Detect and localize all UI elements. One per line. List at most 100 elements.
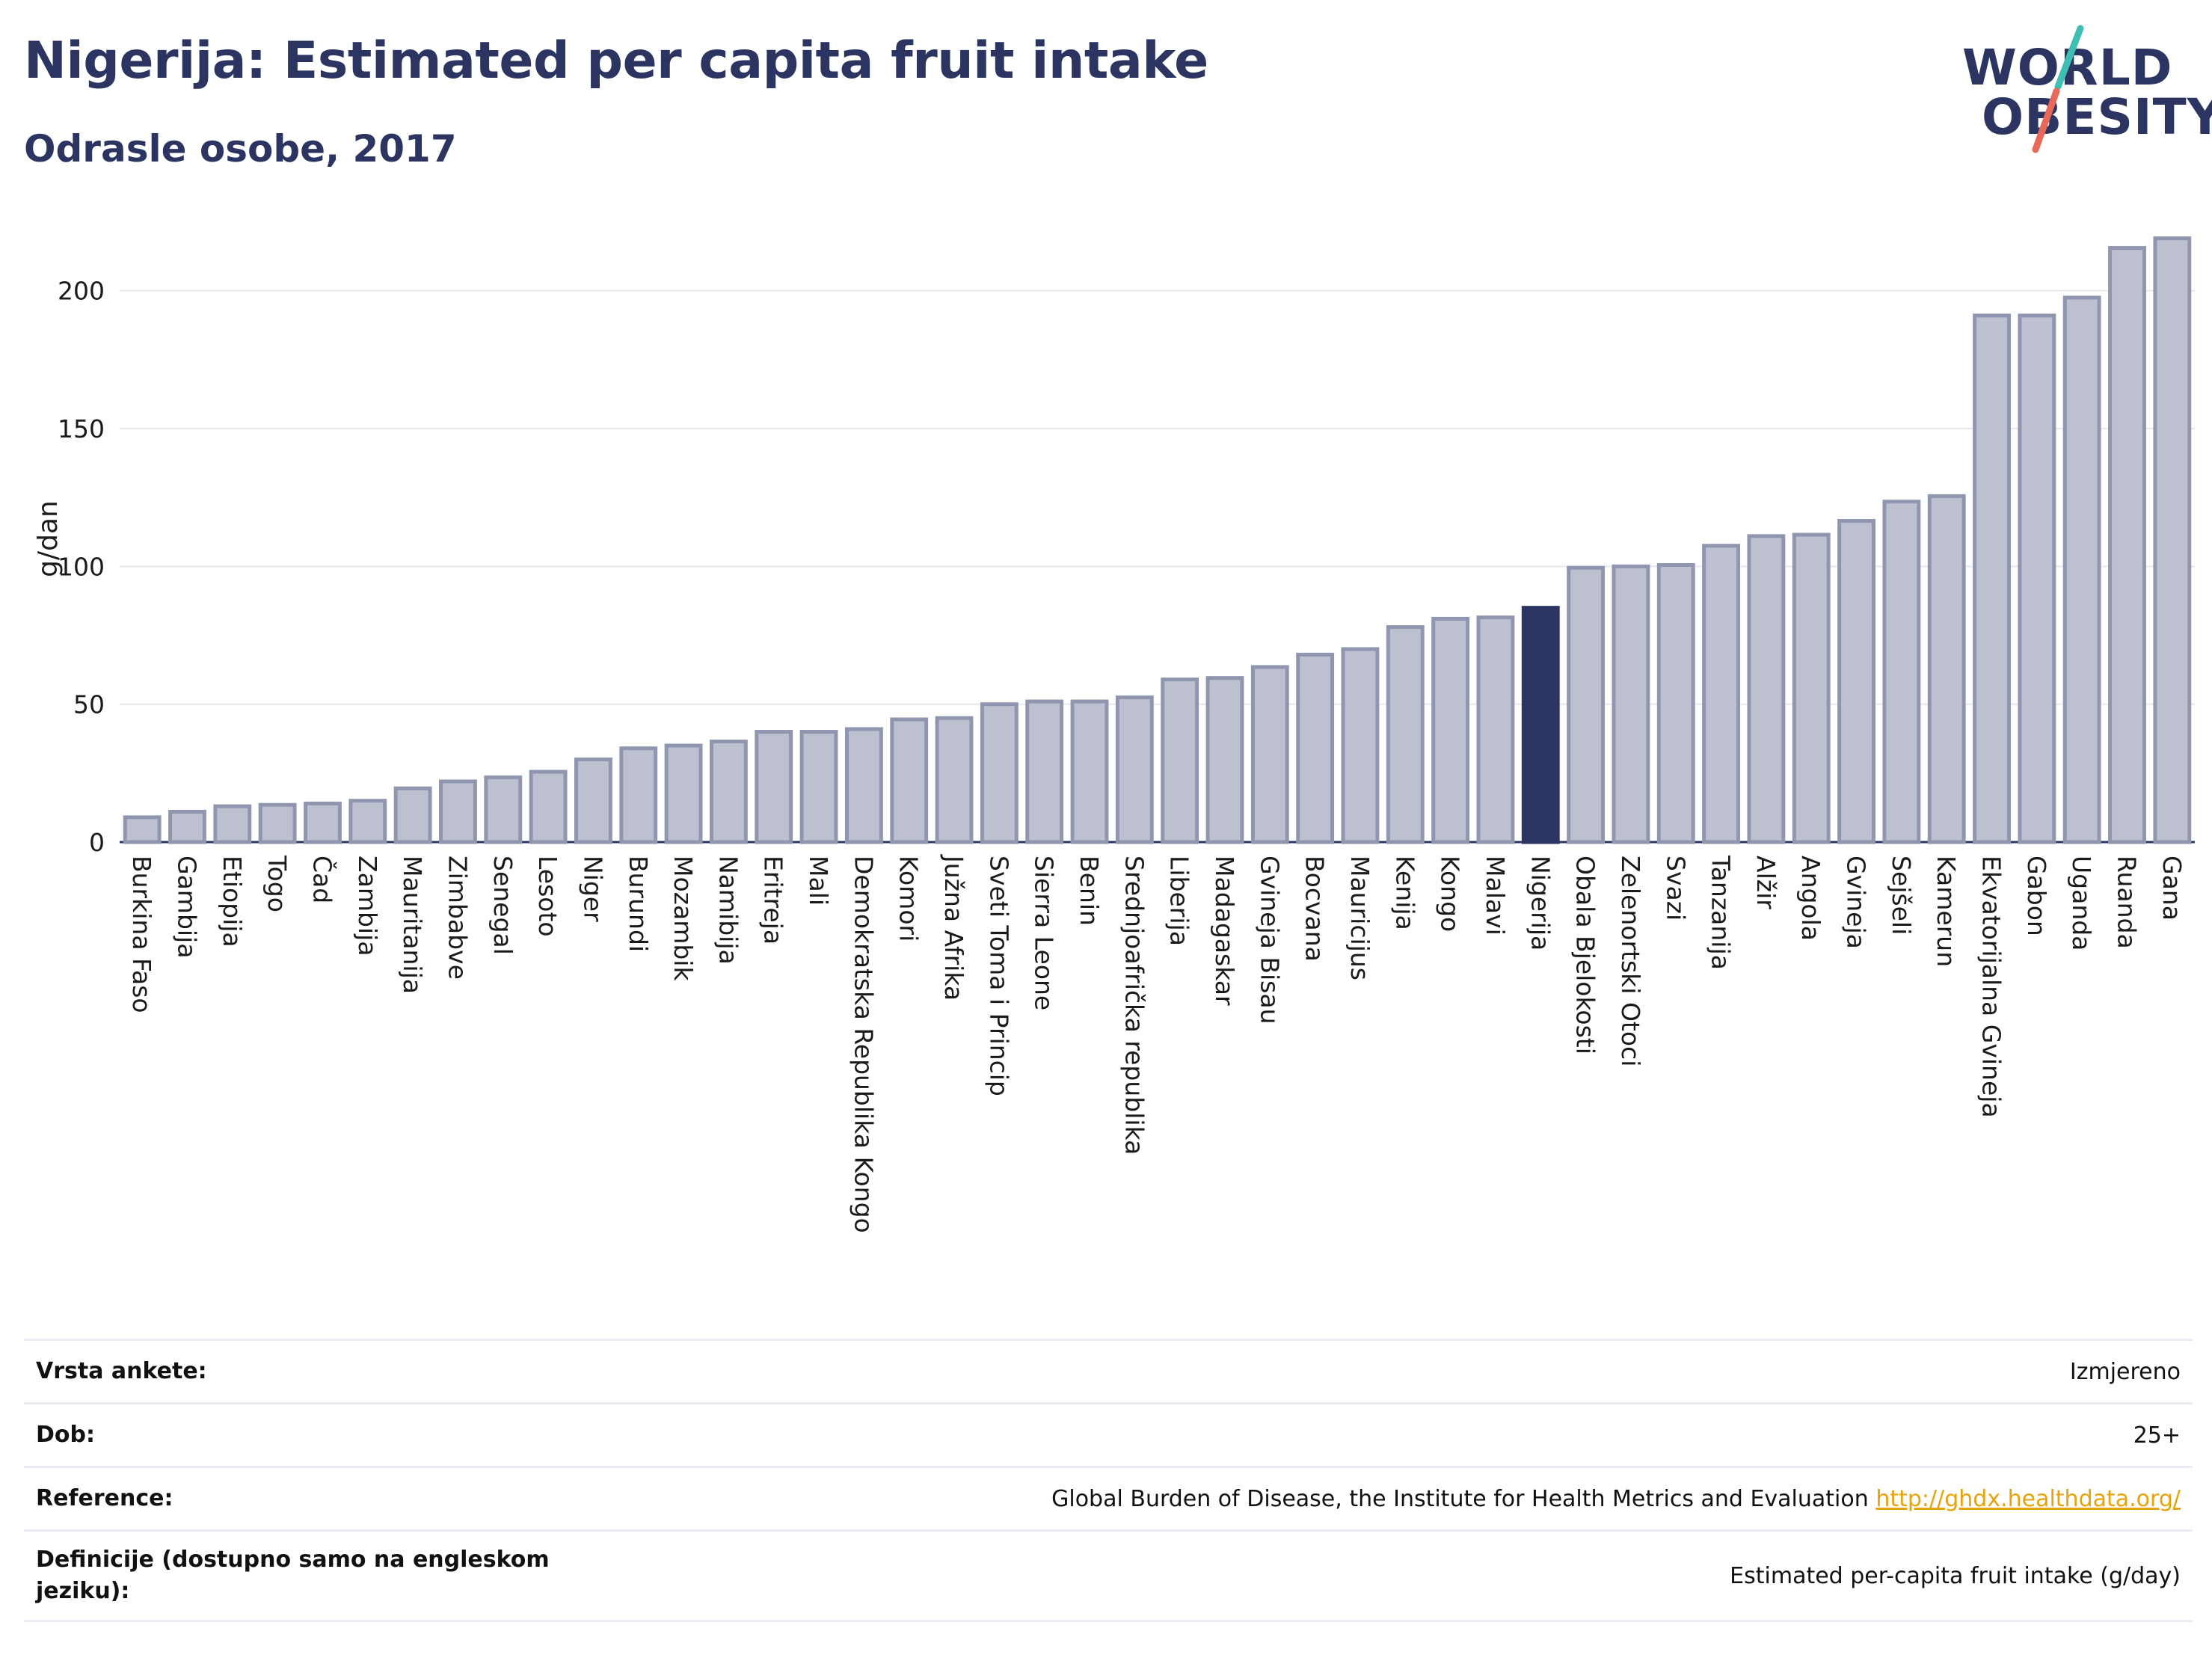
metadata-label: Dob: [36, 1422, 95, 1448]
bar-etiopija[interactable] [213, 804, 252, 844]
x-tick-label: Senegal [488, 856, 517, 955]
bar-malavi[interactable] [1476, 615, 1515, 844]
bar-uganda[interactable] [2062, 295, 2101, 844]
bar-čad[interactable] [304, 801, 342, 844]
x-tick-label: Komori [894, 856, 924, 942]
bar-lesoto[interactable] [529, 770, 568, 844]
metadata-label: Reference: [36, 1485, 173, 1511]
y-tick-label: 50 [73, 690, 105, 719]
bar-južna-afrika[interactable] [935, 716, 974, 844]
bar-mauricijus[interactable] [1341, 647, 1380, 844]
y-tick-label: 200 [58, 277, 105, 306]
metadata-row: Vrsta ankete: Izmjereno [24, 1339, 2193, 1402]
x-tick-label: Mauricijus [1345, 856, 1374, 980]
bar-zimbabve[interactable] [439, 779, 477, 844]
bar-demokratska-republika-kongo[interactable] [844, 727, 883, 844]
bar-angola[interactable] [1792, 532, 1831, 844]
x-tick-label: Sejšeli [1887, 856, 1916, 935]
x-tick-label: Svazi [1661, 856, 1690, 921]
y-axis-ticks: 0 50 100 150 200 [58, 277, 105, 857]
x-tick-label: Kongo [1436, 856, 1465, 932]
bar-mauritanija[interactable] [393, 786, 432, 844]
bar-gvineja[interactable] [1837, 519, 1875, 844]
bar-burundi[interactable] [619, 746, 658, 844]
bar-obala-bjelokosti[interactable] [1567, 565, 1606, 844]
bar-ekvatorijalna-gvineja[interactable] [1973, 313, 2011, 844]
bar-gvineja-bisau[interactable] [1250, 665, 1289, 844]
bar-alžir[interactable] [1747, 534, 1786, 844]
bar-komori[interactable] [890, 717, 929, 844]
x-tick-label: Angola [1796, 856, 1825, 941]
bar-kongo[interactable] [1431, 616, 1470, 844]
x-tick-label: Nigerija [1526, 856, 1555, 951]
bar-kamerun[interactable] [1927, 494, 1966, 844]
bars-layer [123, 236, 2192, 844]
bar-sierra-leone[interactable] [1025, 699, 1064, 844]
bar-zelenortski-otoci[interactable] [1612, 564, 1650, 844]
x-tick-label: Mauritanija [398, 856, 427, 994]
bar-sejšeli[interactable] [1882, 500, 1921, 844]
y-tick-label: 150 [58, 414, 105, 443]
bar-gana[interactable] [2153, 236, 2192, 844]
metadata-table: Vrsta ankete: Izmjereno Dob: 25+ Reference: G… [24, 1339, 2193, 1622]
x-tick-label: Lesoto [533, 856, 562, 937]
x-tick-label: Tanzanija [1706, 855, 1736, 970]
bar-zambija[interactable] [348, 799, 387, 844]
x-axis-labels: Burkina Faso Gambija Etiopija Togo Čad Zambij… [127, 854, 2187, 1233]
x-tick-label: Madagaskar [1210, 856, 1239, 1006]
metadata-value: Izmjereno [2070, 1359, 2181, 1385]
y-tick-label: 100 [58, 552, 105, 581]
x-tick-label: Kamerun [1932, 856, 1961, 967]
bar-bocvana[interactable] [1296, 652, 1335, 844]
bar-niger[interactable] [574, 757, 612, 844]
x-tick-label: Sierra Leone [1030, 856, 1059, 1010]
x-tick-label: Gana [2157, 856, 2187, 921]
metadata-row: Definicije (dostupno samo na engleskom j… [24, 1529, 2193, 1622]
x-tick-label: Ruanda [2113, 856, 2142, 949]
metadata-value: Global Burden of Disease, the Institute … [1051, 1486, 2181, 1512]
bar-srednjoafrička-republika[interactable] [1115, 695, 1154, 844]
x-tick-label: Mali [804, 856, 833, 906]
bar-benin[interactable] [1070, 699, 1109, 844]
x-tick-label: Kenija [1390, 856, 1419, 930]
x-tick-label: Zelenortski Otoci [1616, 856, 1645, 1066]
reference-link[interactable]: http://ghdx.healthdata.org/ [1875, 1485, 2181, 1512]
metadata-label: Vrsta ankete: [36, 1358, 207, 1384]
bar-mali[interactable] [799, 730, 838, 844]
x-tick-label: Gvineja Bisau [1255, 856, 1284, 1025]
bar-svazi[interactable] [1656, 563, 1695, 844]
x-tick-label: Benin [1075, 856, 1104, 926]
metadata-label: Definicije (dostupno samo na engleskom j… [36, 1547, 550, 1604]
bar-chart: Burkina Faso Gambija Etiopija Togo Čad Zambij… [33, 236, 2195, 1233]
bar-sveti-toma-i-princip[interactable] [980, 702, 1019, 844]
x-tick-label: Uganda [2067, 856, 2096, 951]
x-tick-label: Eritreja [759, 856, 788, 945]
y-tick-label: 0 [89, 828, 105, 857]
x-tick-label: Malavi [1481, 856, 1510, 936]
bar-senegal[interactable] [484, 775, 523, 844]
bar-mozambik[interactable] [664, 743, 703, 844]
bar-gabon[interactable] [2018, 313, 2056, 844]
bar-liberija[interactable] [1161, 678, 1199, 844]
x-tick-label: Ekvatorijalna Gvineja [1977, 856, 2006, 1118]
x-tick-label: Južna Afrika [939, 854, 968, 1001]
bar-namibija[interactable] [709, 739, 748, 844]
metadata-row: Reference: Global Burden of Disease, the … [24, 1466, 2193, 1529]
x-tick-label: Liberija [1165, 856, 1194, 946]
chart-title: Nigerija: Estimated per capita fruit int… [24, 31, 1208, 90]
bar-nigerija[interactable] [1521, 606, 1560, 844]
bar-madagaskar[interactable] [1205, 676, 1244, 844]
metadata-value-text: Izmjereno [2069, 1358, 2181, 1385]
bar-burkina-faso[interactable] [123, 815, 162, 844]
x-tick-label: Srednjoafrička republika [1119, 856, 1149, 1155]
bar-eritreja[interactable] [755, 730, 793, 844]
bar-kenija[interactable] [1386, 624, 1425, 844]
x-tick-label: Togo [262, 855, 292, 912]
x-tick-label: Burkina Faso [127, 856, 156, 1013]
metadata-row: Dob: 25+ [24, 1402, 2193, 1466]
bar-togo[interactable] [258, 802, 297, 844]
x-tick-label: Zambija [353, 856, 382, 956]
bar-gambija[interactable] [168, 809, 206, 844]
bar-tanzanija[interactable] [1702, 544, 1740, 844]
bar-ruanda[interactable] [2108, 246, 2146, 844]
